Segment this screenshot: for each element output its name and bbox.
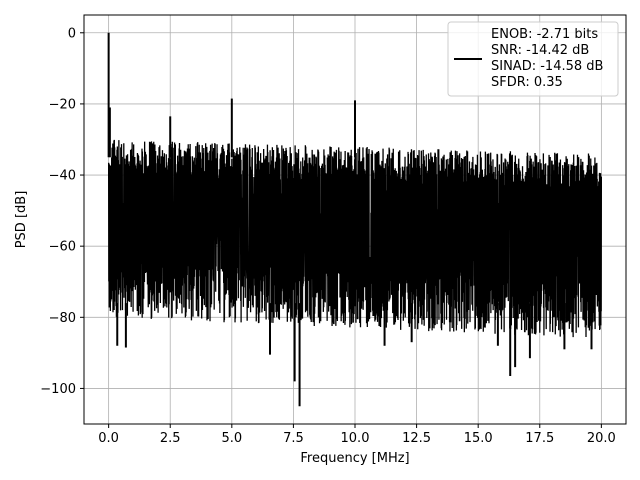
x-tick-label: 15.0 — [464, 431, 493, 446]
legend-line-sfdr: SFDR: 0.35 — [491, 75, 563, 90]
y-tick-label: −80 — [49, 311, 76, 326]
legend-box — [447, 21, 619, 97]
x-tick-label: 7.5 — [283, 431, 304, 446]
x-tick-label: 20.0 — [587, 431, 616, 446]
legend-line-snr: SNR: -14.42 dB — [491, 43, 589, 58]
y-axis: 0 −20 −40 −60 −80 −100 — [40, 26, 84, 397]
plot-area — [107, 32, 603, 407]
y-tick-label: −60 — [49, 240, 76, 255]
x-axis-label: Frequency [MHz] — [300, 451, 409, 466]
y-axis-label: PSD [dB] — [14, 191, 29, 249]
y-tick-label: 0 — [68, 26, 76, 41]
x-tick-label: 10.0 — [341, 431, 370, 446]
y-tick-label: −40 — [49, 169, 76, 184]
legend-line-sinad: SINAD: -14.58 dB — [491, 59, 603, 74]
x-tick-label: 0.0 — [98, 431, 119, 446]
x-tick-label: 5.0 — [221, 431, 242, 446]
x-tick-label: 12.5 — [402, 431, 431, 446]
y-tick-label: −100 — [40, 382, 76, 397]
x-axis: 0.0 2.5 5.0 7.5 10.0 12.5 15.0 17.5 20.0 — [98, 424, 616, 446]
legend: ENOB: -2.71 bits SNR: -14.42 dB SINAD: -… — [447, 21, 619, 97]
legend-line-enob: ENOB: -2.71 bits — [491, 27, 598, 42]
y-tick-label: −20 — [49, 97, 76, 112]
x-tick-label: 2.5 — [160, 431, 181, 446]
x-tick-label: 17.5 — [525, 431, 554, 446]
